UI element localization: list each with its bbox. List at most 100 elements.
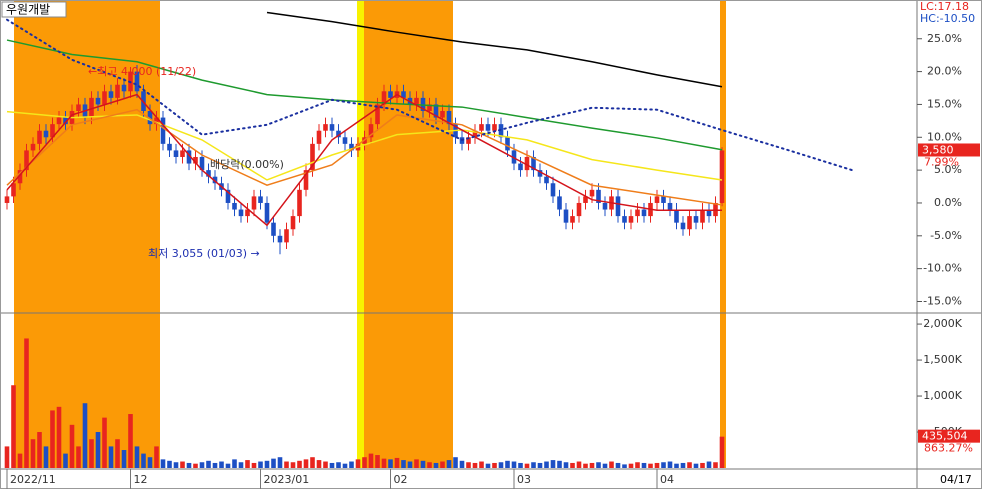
volume-bar (706, 461, 712, 468)
volume-bar (310, 457, 315, 468)
volume-bar (394, 457, 400, 468)
volume-bar (303, 459, 309, 468)
volume-bar (544, 461, 549, 468)
candle-body (284, 229, 289, 243)
title-box (1, 1, 67, 18)
volume-bar (446, 460, 452, 468)
candle-body (485, 124, 491, 131)
candle-body (401, 91, 406, 98)
candle-body (661, 196, 666, 203)
volume-bar (95, 432, 101, 468)
volume-bar (557, 460, 562, 468)
volume-bar (693, 463, 699, 468)
candle-body (381, 91, 387, 105)
volume-bar (427, 462, 432, 468)
candle-body (43, 130, 49, 138)
candle-body (375, 104, 380, 125)
volume-bar (297, 460, 302, 468)
volume-bar (622, 464, 627, 468)
volume-label: 435,504 (922, 430, 968, 443)
volume-bar (648, 463, 653, 468)
candle-body (479, 124, 484, 131)
volume-bar (518, 462, 523, 468)
candle-body (206, 170, 211, 177)
candle-body (258, 196, 263, 203)
volume-bar (4, 446, 10, 468)
volume-bar (219, 461, 224, 468)
candle-body (297, 189, 302, 217)
volume-bar (284, 461, 289, 468)
candle-body (388, 91, 393, 98)
volume-bar (485, 463, 491, 468)
volume-bar (583, 463, 588, 468)
moving-average-line (6, 39, 723, 151)
volume-bar (76, 446, 81, 468)
volume-bar (199, 462, 205, 468)
highlight-band (364, 0, 453, 468)
y-tick-label: -5.0% (930, 229, 962, 242)
candle-body (154, 117, 159, 125)
volume-bar (589, 462, 595, 468)
candle-body (531, 156, 536, 171)
candle-body (342, 137, 348, 144)
volume-bar (700, 462, 705, 468)
y-tick-label: 2,000K (923, 317, 962, 330)
candle-body (511, 150, 517, 164)
y-tick-label: 1,000K (923, 389, 962, 402)
candle-body (466, 137, 471, 144)
volume-bar (206, 460, 211, 468)
volume-bar (368, 453, 374, 468)
candle-body (537, 170, 543, 177)
volume-bar (609, 461, 614, 468)
candle-body (271, 222, 276, 236)
volume-bar (641, 462, 647, 468)
candle-body (589, 189, 595, 197)
volume-bar (453, 457, 458, 468)
volume-bar (570, 462, 575, 468)
volume-bar (414, 459, 419, 468)
candle-body (505, 137, 510, 151)
annotation: ←최고 4,000 (11/22) (88, 65, 196, 78)
volume-bar (615, 462, 621, 468)
volume-bar (687, 462, 692, 468)
volume-bar (11, 385, 16, 468)
volume-bar (635, 462, 640, 468)
volume-bar (63, 453, 68, 468)
y-tick-label: -15.0% (923, 294, 962, 307)
candle-body (719, 150, 725, 203)
candle-body (518, 163, 523, 171)
y-tick-label: 20.0% (927, 65, 962, 78)
volume-bar (277, 457, 283, 468)
candle-body (602, 202, 608, 210)
candle-body (17, 170, 23, 184)
candle-body (557, 196, 562, 210)
candle-body (563, 209, 569, 223)
candle-body (674, 209, 679, 223)
candle-body (199, 156, 205, 171)
candle-body (89, 97, 94, 118)
volume-bar (108, 446, 114, 468)
volume-bar (82, 403, 88, 468)
candle-body (583, 196, 588, 203)
date-label: 04/17 (940, 473, 972, 486)
candle-body (654, 196, 660, 203)
candle-body (290, 216, 296, 230)
volume-bar (154, 446, 159, 468)
candle-body (596, 189, 601, 203)
candle-body (524, 156, 530, 171)
candle-body (180, 150, 185, 157)
volume-bar (147, 457, 153, 468)
volume-bar (251, 462, 257, 468)
candle-body (706, 209, 712, 217)
volume-bar (258, 461, 263, 468)
annotation: 배당락(0.00%) (210, 158, 284, 171)
candle-body (147, 111, 153, 125)
candle-body (641, 209, 647, 217)
moving-average-line (266, 11, 723, 88)
candle-body (336, 130, 341, 138)
candle-body (687, 216, 692, 230)
volume-bar (193, 463, 198, 468)
volume-bar (43, 446, 49, 468)
candle-body (264, 202, 270, 223)
volume-bar (24, 338, 29, 468)
